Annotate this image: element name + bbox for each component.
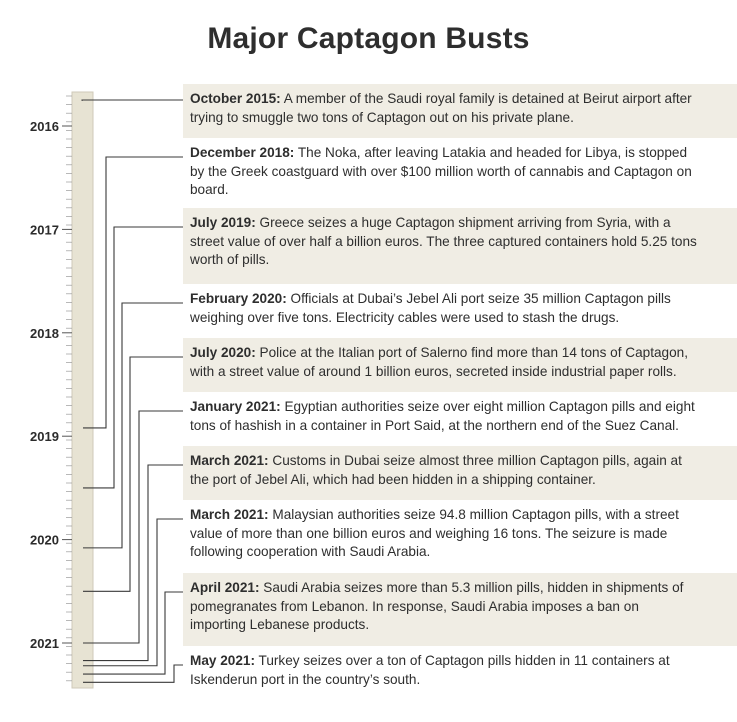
timeline-event: April 2021: Saudi Arabia seizes more tha… <box>183 573 737 646</box>
event-description: Greece seizes a huge Captagon shipment a… <box>190 215 697 267</box>
timeline-event: July 2019: Greece seizes a huge Captagon… <box>183 208 737 284</box>
year-label: 2021 <box>30 636 59 651</box>
year-label: 2017 <box>30 222 59 237</box>
event-description: Customs in Dubai seize almost three mill… <box>190 453 682 487</box>
event-connector <box>83 464 183 662</box>
event-description: Officials at Dubai’s Jebel Ali port seiz… <box>190 291 671 325</box>
event-connector <box>83 226 183 489</box>
timeline-event: December 2018: The Noka, after leaving L… <box>183 138 737 208</box>
year-label: 2019 <box>30 429 59 444</box>
event-connector <box>83 664 183 683</box>
event-date: July 2019: <box>190 215 256 230</box>
timeline-bar <box>71 91 94 689</box>
event-date: March 2021: <box>190 507 269 522</box>
year-label: 2018 <box>30 326 59 341</box>
event-date: April 2021: <box>190 580 260 595</box>
event-connector <box>83 410 183 644</box>
event-description: Malaysian authorities seize 94.8 million… <box>190 507 679 559</box>
event-description: Saudi Arabia seizes more than 5.3 millio… <box>190 580 684 632</box>
event-description: Turkey seizes over a ton of Captagon pil… <box>190 653 670 687</box>
event-date: October 2015: <box>190 91 281 106</box>
event-date: December 2018: <box>190 145 295 160</box>
event-description: The Noka, after leaving Latakia and head… <box>190 145 692 197</box>
year-label: 2020 <box>30 533 59 548</box>
timeline-event: October 2015: A member of the Saudi roya… <box>183 84 737 138</box>
event-date: March 2021: <box>190 453 269 468</box>
event-connector <box>83 156 183 429</box>
timeline-event: March 2021: Malaysian authorities seize … <box>183 500 737 573</box>
event-description: Police at the Italian port of Salerno fi… <box>190 345 689 379</box>
event-connector <box>83 518 183 667</box>
event-date: January 2021: <box>190 399 281 414</box>
event-date: February 2020: <box>190 291 287 306</box>
page-title: Major Captagon Busts <box>207 22 530 55</box>
event-connector <box>83 591 183 675</box>
timeline-event: February 2020: Officials at Dubai’s Jebe… <box>183 284 737 338</box>
timeline-event: July 2020: Police at the Italian port of… <box>183 338 737 392</box>
timeline-event: May 2021: Turkey seizes over a ton of Ca… <box>183 646 737 692</box>
event-description: A member of the Saudi royal family is de… <box>190 91 692 125</box>
timeline-event: January 2021: Egyptian authorities seize… <box>183 392 737 446</box>
event-description: Egyptian authorities seize over eight mi… <box>190 399 695 433</box>
timeline-event: March 2021: Customs in Dubai seize almos… <box>183 446 737 500</box>
event-connector <box>83 302 183 549</box>
year-label: 2016 <box>30 119 59 134</box>
event-date: May 2021: <box>190 653 255 668</box>
event-date: July 2020: <box>190 345 256 360</box>
event-connector <box>83 356 183 592</box>
